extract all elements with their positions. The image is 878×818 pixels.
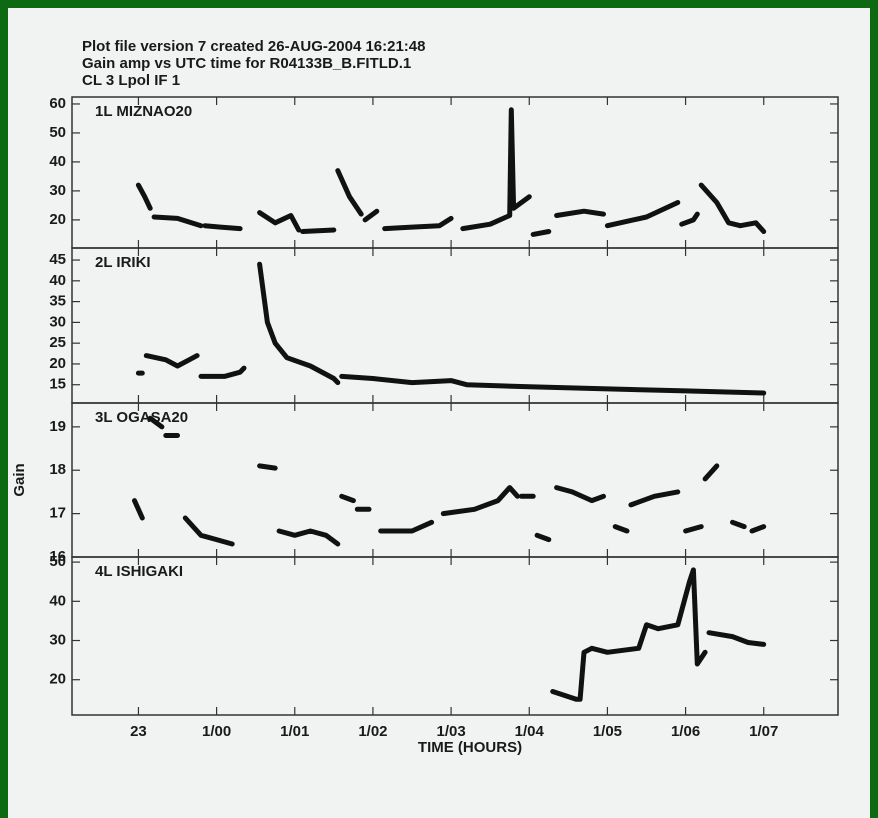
y-tick-label: 30 — [49, 631, 66, 648]
x-tick-label: 1/05 — [593, 723, 622, 740]
y-tick-label: 16 — [49, 548, 66, 565]
x-tick-label: 1/04 — [515, 723, 545, 740]
y-tick-label: 40 — [49, 153, 66, 170]
y-tick-label: 15 — [49, 376, 66, 393]
panel-title: 2L IRIKI — [95, 254, 151, 271]
data-line — [550, 567, 767, 702]
y-tick-label: 18 — [49, 461, 66, 478]
y-tick-label: 20 — [49, 671, 66, 688]
y-tick-label: 30 — [49, 182, 66, 199]
x-tick-label: 1/07 — [749, 723, 778, 740]
y-tick-label: 30 — [49, 313, 66, 330]
x-tick-label: 1/01 — [280, 723, 309, 740]
panel-frame — [71, 556, 839, 716]
x-tick-label: 23 — [130, 723, 147, 740]
x-axis-label: TIME (HOURS) — [418, 739, 522, 756]
y-tick-label: 20 — [49, 211, 66, 228]
data-line — [132, 415, 767, 547]
title-line: CL 3 Lpol IF 1 — [82, 72, 180, 89]
y-tick-label: 20 — [49, 355, 66, 372]
panel-title: 4L ISHIGAKI — [95, 563, 183, 580]
y-axis-label: Gain — [11, 463, 28, 496]
y-tick-label: 35 — [49, 293, 66, 310]
x-tick-label: 1/06 — [671, 723, 700, 740]
x-tick-label: 1/00 — [202, 723, 231, 740]
panel-title: 3L OGASA20 — [95, 409, 188, 426]
panel-title: 1L MIZNAO20 — [95, 103, 192, 120]
y-tick-label: 60 — [49, 95, 66, 112]
x-tick-label: 1/02 — [358, 723, 387, 740]
data-line — [135, 261, 767, 396]
title-line: Plot file version 7 created 26-AUG-2004 … — [82, 38, 426, 55]
y-tick-label: 45 — [49, 251, 66, 268]
background — [8, 8, 870, 818]
y-tick-label: 50 — [49, 124, 66, 141]
y-tick-label: 50 — [49, 553, 66, 570]
y-tick-label: 40 — [49, 272, 66, 289]
y-tick-label: 25 — [49, 334, 66, 351]
y-tick-label: 19 — [49, 418, 66, 435]
data-line — [135, 107, 767, 237]
y-tick-label: 17 — [49, 505, 66, 522]
x-tick-label: 1/03 — [436, 723, 465, 740]
y-tick-label: 40 — [49, 592, 66, 609]
title-line: Gain amp vs UTC time for R04133B_B.FITLD… — [82, 55, 411, 72]
